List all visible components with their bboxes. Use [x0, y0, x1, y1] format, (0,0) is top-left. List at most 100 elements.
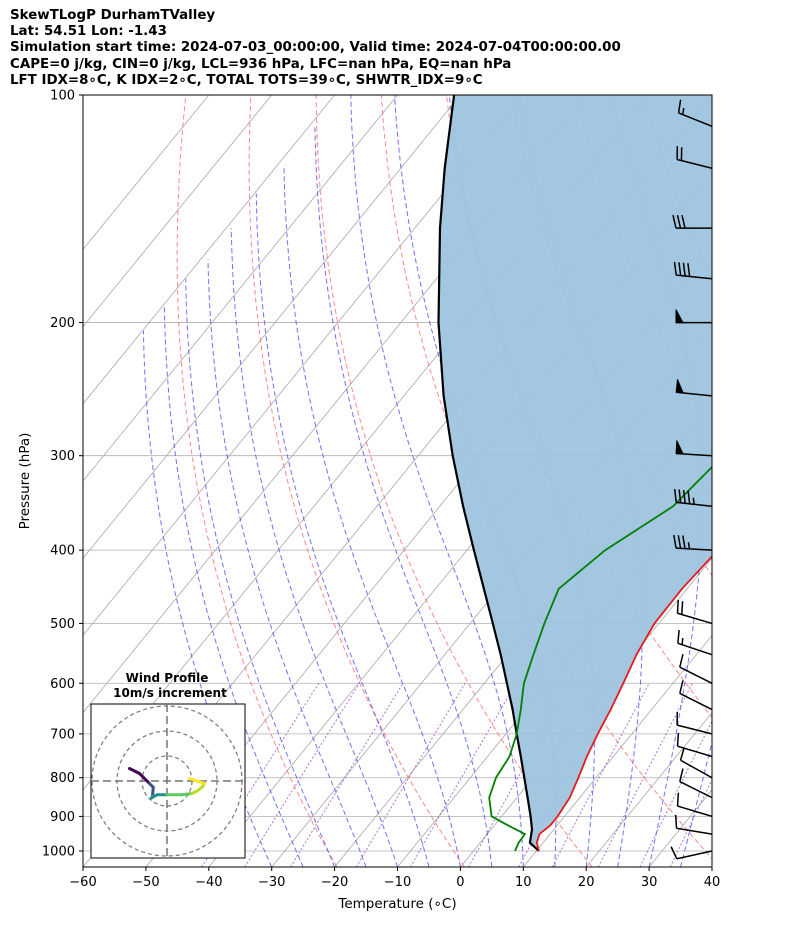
wind-barb [679, 680, 713, 711]
barb-flag [682, 535, 686, 549]
y-tick-label: 600 [50, 677, 75, 692]
axes: −60 −50 −40 −30 −20 −10 0 10 20 30 40 100 200 300 400 5… [42, 89, 720, 891]
barb-half-flag [682, 107, 685, 115]
barb-flag [673, 261, 677, 276]
hodograph-segment [188, 777, 199, 783]
barb-flag [679, 768, 684, 782]
isotherm-line [83, 95, 210, 251]
y-tick-label: 500 [50, 617, 75, 632]
location-line: Lat: 54.51 Lon: -1.43 [10, 24, 167, 40]
cape-cin-fill [438, 95, 712, 851]
barb-shaft [680, 759, 713, 779]
barb-flag [677, 629, 680, 644]
hodograph-area [91, 704, 245, 858]
moist-adiabat [314, 126, 493, 867]
barb-flag [673, 488, 677, 503]
barb-shaft [679, 780, 713, 799]
wind-barb [676, 711, 713, 735]
inset-title: Wind Profile [126, 671, 209, 685]
parcel-path [437, 95, 540, 852]
profile-lines [437, 95, 712, 852]
hodograph-segment [180, 792, 194, 797]
time-line: Simulation start time: 2024-07-03_00:00:… [10, 40, 621, 56]
x-tick-label: 0 [456, 875, 464, 890]
wind-barb [676, 599, 713, 625]
wind-barb [672, 214, 712, 229]
barb-shaft [677, 612, 713, 625]
wind-barb [675, 309, 712, 324]
barb-shaft [676, 158, 713, 169]
y-tick-label: 300 [50, 449, 75, 464]
barb-pennant [675, 379, 684, 394]
x-tick-label: −30 [258, 875, 285, 890]
barb-flag [681, 601, 684, 615]
barb-half-flag [681, 638, 684, 645]
dry-adiabat [772, 95, 794, 867]
y-axis-label: Pressure (hPa) [17, 433, 33, 530]
isotherm-line [397, 480, 712, 867]
moist-adiabat [283, 168, 461, 867]
moist-adiabat [207, 259, 367, 867]
mixing-ratio-line [551, 683, 650, 867]
barb-half-flag [687, 542, 691, 549]
isotherm-line [83, 95, 273, 328]
barb-half-flag [692, 497, 695, 505]
isotherm-line [83, 95, 461, 559]
wind-barb [677, 99, 713, 127]
barb-flag [687, 490, 691, 504]
y-tick-label: 700 [50, 727, 75, 742]
mixing-ratio-line [290, 683, 404, 867]
chart-header: SkewTLogP DurhamTValley Lat: 54.51 Lon: … [10, 8, 621, 89]
isotherm-line [522, 634, 712, 867]
barb-flag [682, 262, 686, 277]
hodograph-segment [128, 767, 141, 775]
barb-shaft [676, 547, 713, 551]
barb-flag [670, 846, 678, 860]
wind-barb [670, 846, 713, 860]
x-axis-label: Temperature (∘C) [337, 896, 456, 912]
barb-flag [676, 599, 680, 614]
barb-shaft [677, 642, 713, 656]
dry-adiabat [706, 95, 712, 111]
isotherm-line [711, 866, 712, 867]
x-tick-label: 20 [578, 875, 595, 890]
x-tick-label: 30 [641, 875, 658, 890]
barb-shaft [676, 827, 713, 835]
y-tick-label: 100 [50, 89, 75, 104]
barb-flag [672, 214, 677, 229]
moist-adiabat [255, 193, 430, 867]
barb-shaft [676, 274, 713, 280]
barb-flag [679, 747, 685, 761]
dry-adiabat [176, 95, 338, 867]
y-tick-label: 400 [50, 544, 75, 559]
wind-barb [676, 732, 713, 758]
x-tick-label: −40 [195, 875, 222, 890]
wind-barb [675, 379, 713, 397]
wind-profile-inset [90, 703, 246, 859]
stability-indices-line: LFT IDX=8∘C, K IDX=2∘C, TOTAL TOTS=39∘C,… [10, 72, 483, 88]
moist-adiabat [142, 330, 273, 867]
barb-shaft [679, 666, 713, 684]
moist-adiabat [185, 278, 336, 867]
wind-barb [679, 747, 713, 779]
moist-adiabat [163, 305, 304, 867]
mixing-ratio-line [355, 683, 466, 867]
wind-barbs [670, 99, 713, 860]
barb-pennant [675, 440, 684, 455]
barb-flag [678, 262, 682, 276]
barb-flag [687, 263, 691, 277]
temperature-line [535, 555, 712, 852]
cape-cin-shading [438, 95, 712, 851]
moist-adiabat [230, 228, 398, 867]
barb-flag [676, 792, 680, 807]
x-tick-label: −20 [321, 875, 348, 890]
barb-shaft [677, 805, 713, 818]
wind-barb [673, 261, 713, 280]
dry-adiabat [248, 95, 465, 867]
x-tick-label: −10 [384, 875, 411, 890]
isotherm-line [83, 95, 335, 405]
wind-barb [674, 814, 713, 835]
wind-barb [675, 440, 713, 457]
mixing-ratio-line [597, 683, 693, 867]
barb-flag [677, 99, 682, 114]
